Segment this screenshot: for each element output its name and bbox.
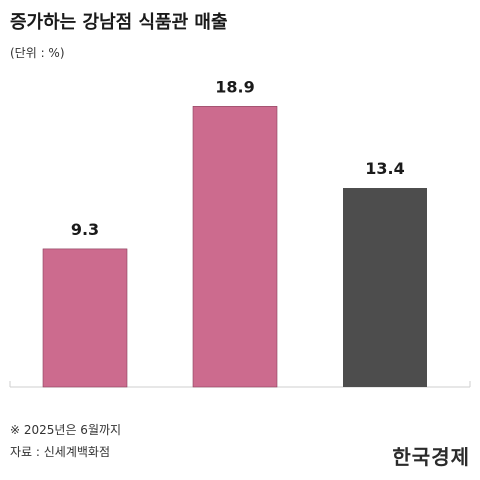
x-tick-label-2024: 2024 [216,399,254,400]
bar-chart: 9.3 2023 18.9 2024 13.4 2025 [9,77,471,400]
source-note: 자료 : 신세계백화점 [10,445,110,459]
data-label-2023: 9.3 [71,220,99,239]
x-tick-label-2025: 2025 [366,399,404,400]
data-label-2024: 18.9 [215,77,254,96]
footnote: ※ 2025년은 6월까지 [10,423,122,437]
data-label-2025: 13.4 [365,159,404,178]
x-tick-label-2023: 2023 [66,399,104,400]
bar-2025 [343,188,427,387]
bar-2024 [192,106,278,388]
bar-2023 [42,248,128,388]
publisher-logo: 한국경제 [392,445,470,469]
chart-title: 증가하는 강남점 식품관 매출 [10,12,228,33]
unit-label: (단위 : %) [10,46,65,60]
